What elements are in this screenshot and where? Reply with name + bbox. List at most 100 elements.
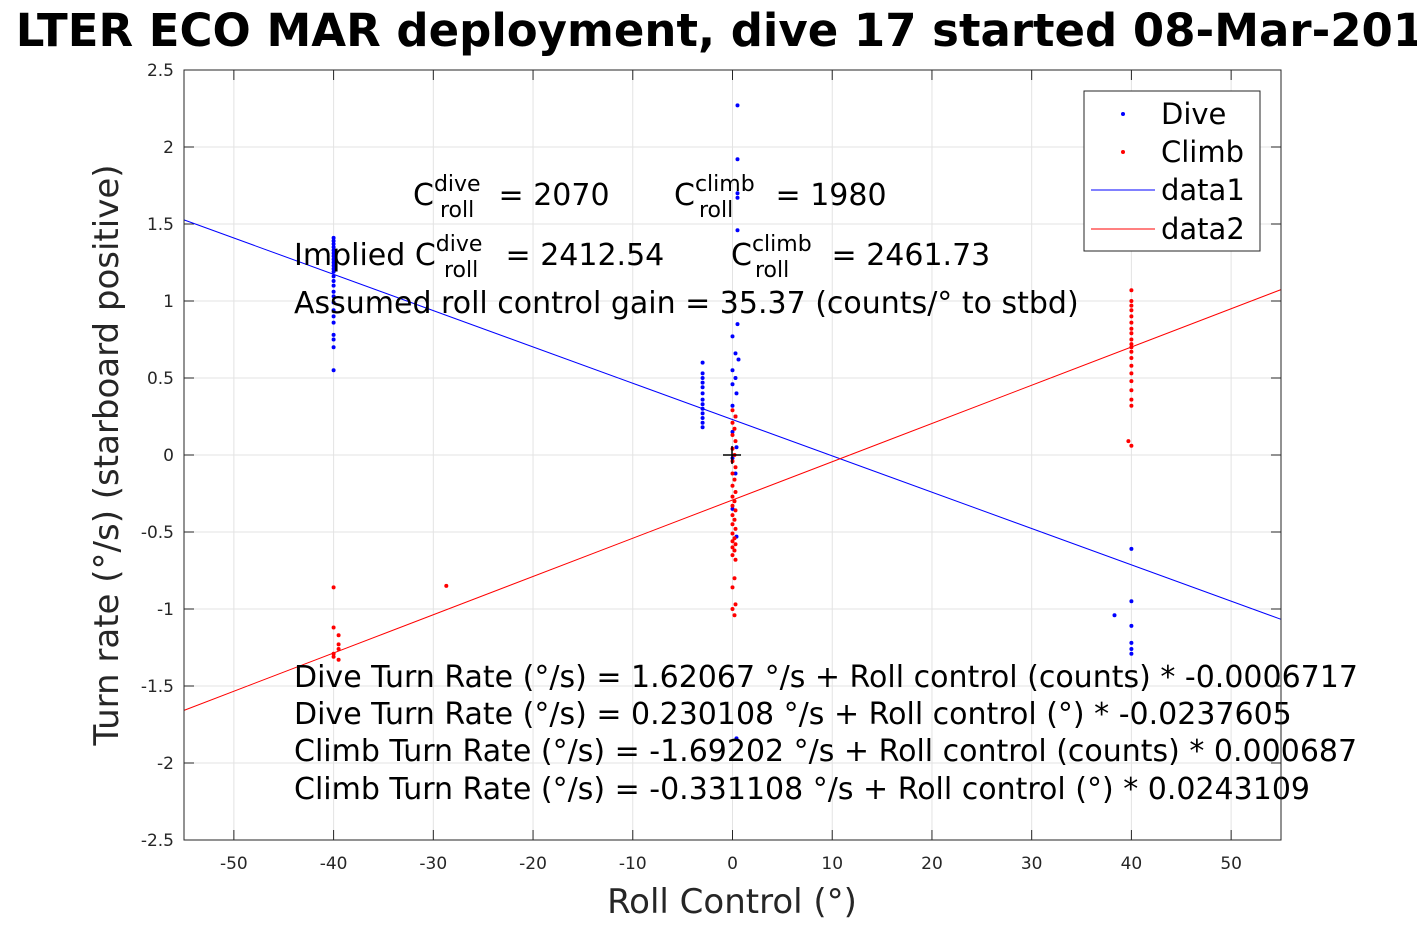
dive-point xyxy=(1129,546,1134,551)
dive-point xyxy=(331,283,336,288)
dive-point xyxy=(735,191,740,196)
climb-point xyxy=(730,545,735,550)
climb-point xyxy=(1129,288,1134,293)
legend-data2-label: data2 xyxy=(1161,212,1245,246)
axes-box xyxy=(183,69,1282,841)
climb-point xyxy=(1129,363,1134,368)
dive-point xyxy=(331,308,336,313)
dive-point xyxy=(700,402,705,407)
dive-point xyxy=(331,238,336,243)
climb-counts-equation: Climb Turn Rate (°/s) = -1.69202 °/s + R… xyxy=(294,734,1357,769)
climb-point xyxy=(733,414,738,419)
climb-point xyxy=(730,522,735,527)
implied-c-roll-dive-annotation: Implied Cdive roll = 2412.54 xyxy=(294,232,664,283)
dive-point xyxy=(331,263,336,268)
x-axis-label: Roll Control (°) xyxy=(607,882,857,922)
climb-point xyxy=(730,585,735,590)
dive-point xyxy=(736,357,741,362)
climb-point xyxy=(730,553,735,558)
legend-box xyxy=(1083,90,1261,252)
y-tick-label: 0.5 xyxy=(147,369,174,389)
climb-point xyxy=(1129,349,1134,354)
x-tick-labels: -50 -40 -30 -20 -10 0 10 20 30 40 50 xyxy=(220,854,1242,874)
dive-point xyxy=(700,371,705,376)
dive-point xyxy=(331,245,336,250)
dive-point xyxy=(730,403,735,408)
data1-fit-line xyxy=(183,219,1282,620)
climb-point xyxy=(1129,356,1134,360)
climb-point xyxy=(730,513,735,518)
y-tick-label: -1.5 xyxy=(141,677,174,697)
dive-point xyxy=(331,300,336,305)
climb-point xyxy=(444,583,449,588)
y-tick-labels: -2.5 -2 -1.5 -1 -0.5 0 0.5 1 1.5 2 2.5 xyxy=(141,61,174,851)
c-roll-climb-annotation: Cclimb roll = 1980 xyxy=(674,172,887,223)
implied-c-roll-climb-annotation: Cclimb roll = 2461.73 xyxy=(731,232,990,283)
dive-point xyxy=(1129,640,1134,645)
climb-point xyxy=(732,517,737,522)
dive-point xyxy=(1112,613,1117,618)
dive-point xyxy=(700,380,705,385)
climb-point xyxy=(732,477,737,482)
data-points xyxy=(331,103,1134,741)
climb-point xyxy=(1129,397,1134,402)
dive-point xyxy=(331,235,336,240)
climb-point xyxy=(331,585,336,590)
legend-dive-label: Dive xyxy=(1161,97,1226,131)
climb-point xyxy=(730,408,735,413)
axis-ticks xyxy=(184,69,1281,841)
dive-point xyxy=(733,471,738,476)
dive-point xyxy=(730,382,735,387)
climb-point xyxy=(1129,443,1134,448)
x-tick-label: 40 xyxy=(1121,854,1143,874)
legend-climb-marker xyxy=(1121,150,1125,154)
climb-point xyxy=(336,647,341,651)
dive-point xyxy=(331,248,336,253)
climb-point xyxy=(1129,314,1134,319)
dive-point xyxy=(730,334,735,339)
dive-point xyxy=(734,391,739,396)
climb-point xyxy=(331,625,336,630)
dive-point xyxy=(331,337,336,342)
climb-point xyxy=(730,433,735,437)
roll-gain-annotation: Assumed roll control gain = 35.37 (count… xyxy=(294,286,1079,321)
dive-point xyxy=(1129,599,1134,604)
climb-point xyxy=(732,613,737,618)
climb-point xyxy=(730,607,735,611)
dive-point xyxy=(700,397,705,402)
dive-point xyxy=(700,406,705,411)
dive-point xyxy=(700,391,705,396)
dive-point xyxy=(700,420,705,425)
climb-point xyxy=(1126,439,1131,444)
dive-point xyxy=(734,445,739,450)
legend-dive-marker xyxy=(1121,112,1125,116)
y-tick-label: -0.5 xyxy=(141,523,174,543)
climb-point xyxy=(1129,303,1134,308)
dive-point xyxy=(331,345,336,350)
dive-point xyxy=(730,506,735,511)
dive-point xyxy=(730,429,735,434)
x-tick-label: 30 xyxy=(1021,854,1043,874)
dive-point xyxy=(700,360,705,365)
dive-point xyxy=(331,279,336,283)
climb-point xyxy=(730,471,735,476)
dive-point xyxy=(733,351,738,356)
climb-point xyxy=(1129,345,1134,350)
legend-data1-label: data1 xyxy=(1161,173,1245,207)
y-tick-label: -1 xyxy=(157,600,174,620)
dive-point xyxy=(331,242,336,246)
climb-point xyxy=(336,642,341,647)
climb-point xyxy=(730,494,735,499)
x-tick-label: -20 xyxy=(519,854,547,874)
legend: Dive Climb data1 data2 xyxy=(1083,90,1261,252)
dive-degrees-equation: Dive Turn Rate (°/s) = 0.230108 °/s + Ro… xyxy=(294,697,1292,732)
climb-point xyxy=(733,602,738,607)
chart-title: LTER ECO MAR deployment, dive 17 started… xyxy=(16,4,1417,57)
climb-point xyxy=(733,508,738,513)
climb-point xyxy=(730,420,735,425)
dive-point xyxy=(735,103,740,108)
y-tick-label: 0 xyxy=(163,446,174,466)
legend-climb-label: Climb xyxy=(1161,135,1244,169)
dive-point xyxy=(331,294,336,299)
dive-point xyxy=(331,332,336,337)
